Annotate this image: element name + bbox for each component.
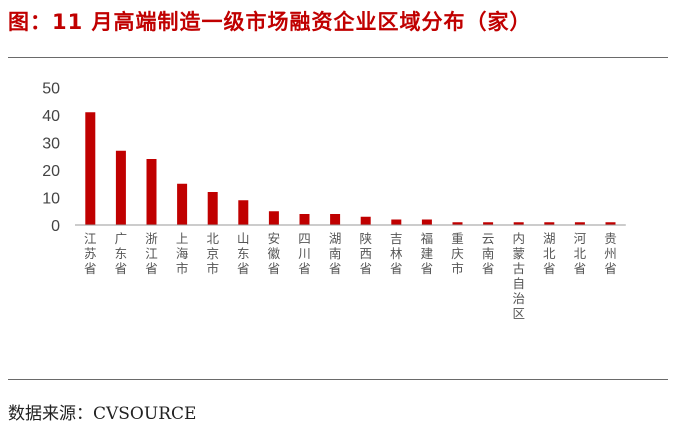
x-tick-label: 河北省: [574, 231, 587, 276]
bar: [330, 214, 341, 225]
x-axis-labels: 江苏省 广东省 浙江省 上海市 北京市 山东省 安徽省 四川省 湖南省 陕西省 吉林省 福建省 重庆市 云…: [84, 231, 617, 321]
bar: [268, 211, 279, 225]
x-tick-label: 陕西省: [359, 231, 372, 276]
y-tick-label: 10: [42, 191, 60, 208]
x-tick-label: 浙江省: [145, 231, 158, 276]
x-tick-label: 四川省: [298, 231, 311, 276]
bar: [574, 222, 585, 225]
x-tick-label: 山东省: [237, 231, 250, 276]
bar: [605, 222, 616, 225]
x-tick-label: 福建省: [421, 231, 434, 276]
y-tick-label: 0: [51, 218, 60, 235]
bar: [238, 200, 249, 225]
x-tick-label: 北京市: [206, 231, 219, 276]
x-tick-label: 贵州省: [604, 231, 617, 276]
x-tick-label: 内蒙古自治区: [512, 231, 525, 321]
y-axis: 0 10 20 30 40 50: [42, 81, 60, 236]
bar: [452, 222, 463, 225]
bar: [207, 192, 218, 225]
bar: [146, 159, 157, 225]
x-tick-label: 云南省: [482, 231, 495, 276]
bar: [115, 150, 126, 225]
x-tick-label: 湖北省: [543, 231, 556, 276]
y-tick-label: 50: [42, 81, 60, 98]
bar-chart: 0 10 20 30 40 50 江苏省 广东省 浙江省 上海市 北京市 山东省 安徽省 四川省 湖南省 陕…: [42, 81, 626, 321]
x-tick-label: 上海市: [176, 231, 189, 276]
bar: [483, 222, 494, 225]
x-tick-label: 重庆市: [451, 231, 464, 276]
bar: [391, 219, 402, 225]
x-tick-label: 湖南省: [329, 231, 342, 276]
y-tick-label: 40: [42, 108, 60, 125]
bar: [544, 222, 555, 225]
y-tick-label: 20: [42, 163, 60, 180]
bar: [177, 183, 188, 225]
bar: [85, 112, 96, 225]
bar: [513, 222, 524, 225]
source-note: 数据来源：CVSOURCE: [8, 404, 197, 424]
x-tick-label: 安徽省: [268, 231, 281, 276]
bar: [360, 216, 371, 225]
x-tick-label: 江苏省: [84, 231, 97, 276]
chart-title: 图：11 月高端制造一级市场融资企业区域分布（家）: [8, 10, 532, 34]
x-tick-label: 吉林省: [390, 231, 403, 276]
bar: [421, 219, 432, 225]
x-tick-label: 广东省: [115, 231, 128, 276]
bottom-divider: [8, 379, 668, 380]
y-tick-label: 30: [42, 136, 60, 153]
bar-series: [85, 112, 616, 225]
top-divider: [8, 57, 668, 58]
bar: [299, 214, 310, 225]
